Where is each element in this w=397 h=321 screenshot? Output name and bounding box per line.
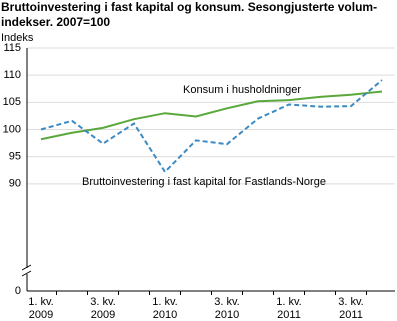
x-tick-label: 1. kv. — [28, 296, 53, 308]
y-tick-label: 0 — [15, 285, 21, 297]
x-tick-label: 3. kv. — [90, 296, 115, 308]
y-tick-label: 100 — [3, 123, 21, 135]
chart-title: Bruttoinvestering i fast kapital og kons… — [1, 0, 377, 14]
x-tick-label: 2011 — [277, 309, 301, 321]
series-label: Bruttoinvestering i fast kapital for Fas… — [82, 176, 326, 188]
x-tick-label: 3. kv. — [214, 296, 239, 308]
x-tick-label: 1. kv. — [276, 296, 301, 308]
x-tick-label: 2010 — [153, 309, 177, 321]
axis-break-gap — [22, 268, 32, 274]
axis-break — [21, 264, 32, 271]
y-axis-label: Indeks — [1, 32, 34, 44]
x-tick-label: 3. kv. — [338, 296, 363, 308]
y-tick-label: 95 — [9, 151, 21, 163]
line — [40, 79, 383, 174]
line — [40, 90, 383, 141]
axis-break — [21, 270, 32, 277]
x-tick-label: 1. kv. — [152, 296, 177, 308]
x-tick-label: 2009 — [29, 309, 53, 321]
series-label: Konsum i husholdninger — [183, 84, 301, 96]
y-tick-label: 110 — [3, 69, 21, 81]
x-tick-label: 2010 — [215, 309, 239, 321]
y-tick-label: 105 — [3, 96, 21, 108]
chart-title: indekser. 2007=100 — [1, 15, 110, 29]
x-tick-label: 2009 — [91, 309, 115, 321]
y-tick-label: 90 — [9, 178, 21, 190]
x-tick-label: 2011 — [339, 309, 363, 321]
y-tick-label: 115 — [3, 42, 21, 54]
